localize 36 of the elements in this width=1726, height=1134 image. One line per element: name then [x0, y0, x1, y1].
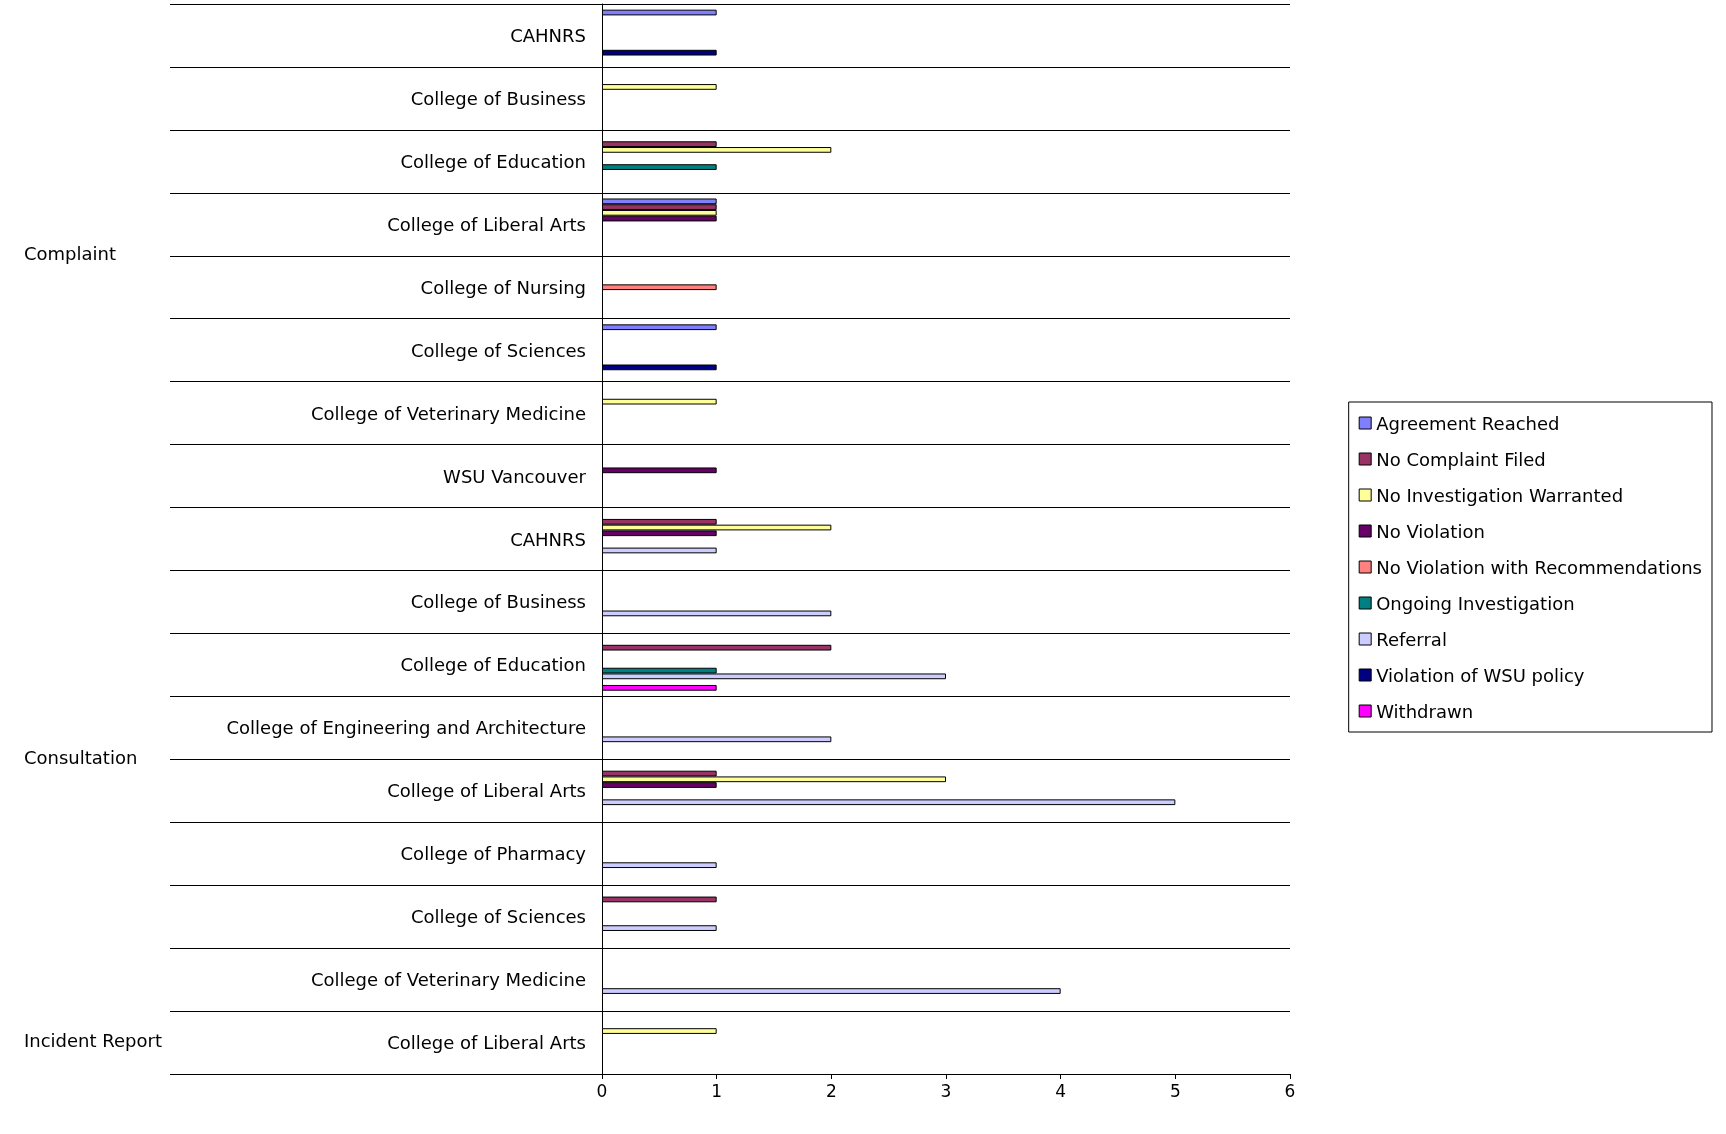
legend-label: No Violation	[1376, 520, 1485, 542]
x-tick-label: 5	[1169, 1080, 1181, 1101]
legend-label: No Violation with Recommendations	[1376, 556, 1703, 578]
text: Incident Report	[24, 1030, 162, 1052]
x-tick-label: 6	[1284, 1080, 1296, 1101]
y-tick-label: CAHNRS	[510, 24, 586, 46]
y-tick-label: College of Liberal Arts	[387, 780, 586, 802]
legend-label: Agreement Reached	[1376, 412, 1560, 434]
legend-label: Violation of WSU policy	[1376, 664, 1585, 686]
y-tick-label: College of Education	[400, 150, 586, 172]
y-tick-label: College of Sciences	[410, 906, 586, 928]
y-tick-label: College of Education	[400, 654, 586, 676]
x-tick-label: 0	[596, 1080, 608, 1101]
y-tick-label: College of Liberal Arts	[387, 1032, 586, 1054]
y-tick-label: College of Pharmacy	[400, 843, 587, 865]
y-tick-label: College of Nursing	[420, 276, 586, 298]
legend-label: Referral	[1376, 628, 1447, 650]
legend-label: No Complaint Filed	[1376, 448, 1546, 470]
x-tick-label: 1	[711, 1080, 723, 1101]
legend-label: No Investigation Warranted	[1376, 484, 1624, 506]
y-tick-label: College of Engineering and Architecture	[226, 717, 586, 739]
y-tick-label: College of Liberal Arts	[387, 213, 586, 235]
y-tick-label: College of Sciences	[410, 339, 586, 361]
y-tick-label: College of Veterinary Medicine	[310, 969, 586, 991]
y-tick-label: CAHNRS	[510, 528, 586, 550]
x-tick-label: 3	[940, 1080, 952, 1101]
y-tick-label: College of Business	[410, 591, 586, 613]
text: Complaint	[24, 243, 117, 265]
y-tick-label: WSU Vancouver	[443, 465, 587, 487]
y-tick-label: College of Veterinary Medicine	[310, 402, 586, 424]
x-tick-label: 4	[1055, 1080, 1067, 1101]
legend-label: Withdrawn	[1376, 700, 1474, 722]
text: Consultation	[24, 746, 138, 768]
x-tick-label: 2	[825, 1080, 837, 1101]
legend-label: Ongoing Investigation	[1376, 592, 1575, 614]
y-tick-label: College of Business	[410, 87, 586, 109]
